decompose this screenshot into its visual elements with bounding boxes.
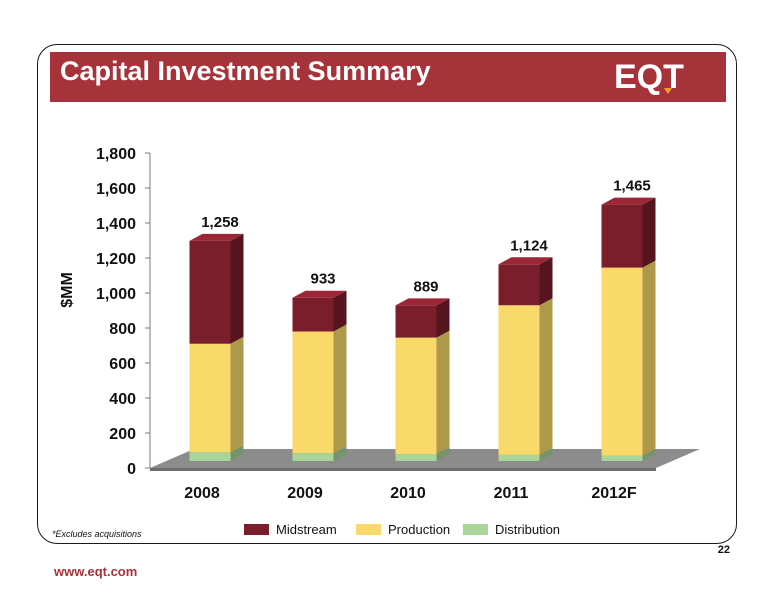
bar-top bbox=[395, 298, 450, 306]
slide-frame bbox=[37, 44, 737, 544]
legend-label-midstream: Midstream bbox=[276, 522, 337, 537]
page-number: 22 bbox=[717, 544, 730, 556]
bar-side-distribution bbox=[333, 446, 347, 461]
y-tick-label: 1,800 bbox=[96, 146, 136, 163]
bar-side-midstream bbox=[642, 197, 656, 268]
bar-distribution bbox=[189, 452, 231, 461]
website-link[interactable]: www.eqt.com bbox=[54, 564, 138, 579]
eqt-logo: EQT bbox=[614, 58, 684, 96]
total-label: 933 bbox=[310, 271, 335, 288]
title-banner bbox=[50, 52, 726, 102]
footnote: *Excludes acquisitions bbox=[52, 529, 142, 539]
total-label: 1,124 bbox=[510, 237, 548, 254]
legend-label-production: Production bbox=[388, 522, 450, 537]
x-tick-label: 2012F bbox=[591, 485, 637, 502]
bar-side-production bbox=[230, 336, 244, 453]
bar-distribution bbox=[292, 453, 334, 461]
legend-label-distribution: Distribution bbox=[495, 522, 560, 537]
bar-production bbox=[292, 331, 334, 454]
bar-side-production bbox=[436, 330, 450, 454]
bar-production bbox=[189, 343, 231, 453]
bar-midstream bbox=[189, 240, 231, 344]
y-tick-label: 200 bbox=[109, 426, 136, 443]
bar-side-midstream bbox=[436, 298, 450, 338]
legend-swatch-midstream bbox=[244, 524, 269, 535]
bar-distribution bbox=[395, 454, 437, 461]
total-label: 1,465 bbox=[613, 178, 651, 195]
y-tick-label: 400 bbox=[109, 391, 136, 408]
bar-production bbox=[498, 305, 540, 455]
y-tick-label: 600 bbox=[109, 356, 136, 373]
y-tick-label: 1,600 bbox=[96, 181, 136, 198]
bar-side-distribution bbox=[230, 445, 244, 461]
bar-side-distribution bbox=[539, 447, 553, 461]
bar-side-production bbox=[642, 260, 656, 456]
legend-swatch-distribution bbox=[463, 524, 488, 535]
bar-production bbox=[601, 267, 643, 456]
y-tick-label: 1,200 bbox=[96, 251, 136, 268]
total-label: 1,258 bbox=[201, 214, 239, 231]
y-tick-label: 800 bbox=[109, 321, 136, 338]
total-label: 889 bbox=[413, 278, 438, 295]
y-axis-label: $MM bbox=[59, 272, 76, 308]
bar-top bbox=[601, 197, 656, 205]
bar-midstream bbox=[498, 264, 540, 306]
logo-accent-icon bbox=[664, 88, 672, 94]
bar-top bbox=[498, 257, 553, 265]
bar-top bbox=[292, 290, 347, 298]
bar-side-distribution bbox=[642, 448, 656, 461]
x-tick-label: 2011 bbox=[494, 485, 529, 502]
bar-production bbox=[395, 337, 437, 454]
bar-side-midstream bbox=[333, 290, 347, 332]
bar-side-production bbox=[333, 324, 347, 454]
bar-side-midstream bbox=[539, 257, 553, 306]
legend-swatch-production bbox=[356, 524, 381, 535]
chart-floor-edge bbox=[150, 468, 656, 471]
bar-midstream bbox=[292, 297, 334, 332]
bar-distribution bbox=[498, 454, 540, 461]
y-tick-label: 1,400 bbox=[96, 216, 136, 233]
bar-midstream bbox=[395, 305, 437, 338]
bar-distribution bbox=[601, 455, 643, 461]
slide-title: Capital Investment Summary bbox=[60, 56, 431, 86]
x-tick-label: 2010 bbox=[390, 485, 426, 502]
bar-top bbox=[189, 233, 244, 241]
x-tick-label: 2009 bbox=[287, 485, 323, 502]
bar-side-distribution bbox=[436, 447, 450, 461]
bar-midstream bbox=[601, 204, 643, 268]
bar-side-production bbox=[539, 298, 553, 455]
y-tick-label: 1,000 bbox=[96, 286, 136, 303]
x-tick-label: 2008 bbox=[184, 485, 220, 502]
y-tick-label: 0 bbox=[127, 461, 136, 478]
bar-side-midstream bbox=[230, 233, 244, 344]
logo-text: EQT bbox=[614, 58, 684, 96]
